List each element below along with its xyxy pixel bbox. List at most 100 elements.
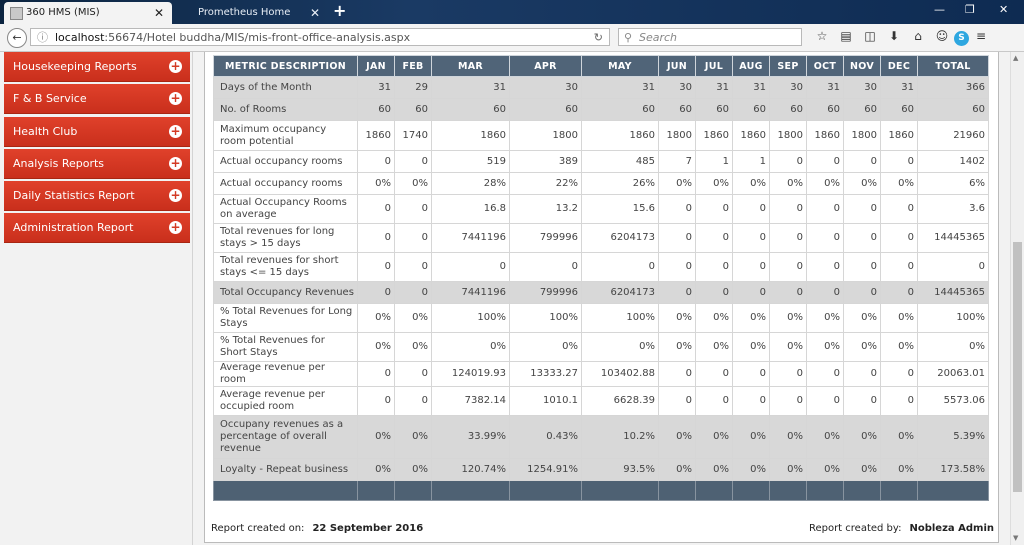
sidebar-item-administration-report[interactable]: Administration Report + bbox=[4, 213, 190, 244]
value-cell: 0% bbox=[880, 458, 918, 481]
back-arrow-icon[interactable]: ← bbox=[7, 28, 27, 48]
emoji-icon[interactable]: ☺ bbox=[935, 29, 949, 43]
header-cell: JUN bbox=[658, 55, 696, 77]
value-cell: 103402.88 bbox=[581, 361, 659, 387]
value-cell: 93.5% bbox=[581, 458, 659, 481]
value-cell: 0% bbox=[357, 172, 395, 195]
value-cell: 100% bbox=[917, 303, 989, 333]
value-cell: 0% bbox=[732, 172, 770, 195]
value-cell: 0 bbox=[581, 252, 659, 282]
value-cell: 22% bbox=[509, 172, 582, 195]
close-tab-icon[interactable]: ✕ bbox=[309, 6, 320, 20]
scroll-thumb[interactable] bbox=[1013, 242, 1022, 492]
value-cell: 0 bbox=[394, 281, 432, 304]
front-office-analysis-table: METRIC DESCRIPTION JAN FEB MAR APR MAY JUN JUL A… bbox=[213, 55, 989, 501]
value-cell: 0% bbox=[806, 332, 844, 362]
value-cell: 0% bbox=[806, 172, 844, 195]
value-cell: 31 bbox=[581, 76, 659, 99]
value-cell: 0% bbox=[880, 303, 918, 333]
table-row: Average revenue per occupied room 0 0 7382.… bbox=[213, 386, 989, 416]
value-cell: 0% bbox=[806, 303, 844, 333]
restore-icon[interactable]: ❐ bbox=[965, 3, 975, 16]
tab-inactive[interactable]: Prometheus Home ✕ bbox=[176, 2, 328, 24]
value-cell: 14445365 bbox=[917, 223, 989, 253]
footer-cell bbox=[509, 480, 582, 501]
value-cell: 0% bbox=[880, 332, 918, 362]
home-icon[interactable]: ⌂ bbox=[914, 29, 922, 43]
value-cell: 0 bbox=[806, 281, 844, 304]
report-created-by: Report created by: Nobleza Admin bbox=[809, 523, 994, 534]
scrollbar[interactable]: ▲ ▼ bbox=[1010, 52, 1024, 545]
metric-description-cell: Average revenue per room bbox=[213, 361, 358, 387]
table-row: % Total Revenues for Long Stays 0% 0% 100% 1… bbox=[213, 303, 989, 333]
header-cell: AUG bbox=[732, 55, 770, 77]
table-row: Total Occupancy Revenues 0 0 7441196 799996 6… bbox=[213, 281, 989, 304]
value-cell: 0 bbox=[880, 150, 918, 173]
value-cell: 30 bbox=[843, 76, 881, 99]
minimize-icon[interactable]: — bbox=[934, 3, 945, 16]
bookmark-star-icon[interactable]: ☆ bbox=[816, 29, 828, 43]
sidebar-item-label: Administration Report bbox=[13, 221, 134, 235]
header-cell: MAR bbox=[431, 55, 510, 77]
search-input[interactable]: ⚲ Search bbox=[618, 28, 802, 46]
value-cell: 0 bbox=[917, 252, 989, 282]
download-icon[interactable]: ⬇ bbox=[888, 29, 900, 43]
sidebar: Housekeeping Reports + F & B Service + H… bbox=[4, 52, 190, 249]
value-cell: 0 bbox=[695, 194, 733, 224]
value-cell: 100% bbox=[431, 303, 510, 333]
value-cell: 60 bbox=[658, 98, 696, 121]
value-cell: 13.2 bbox=[509, 194, 582, 224]
close-tab-icon[interactable]: ✕ bbox=[153, 6, 164, 20]
url-bar[interactable]: ⓘ localhost:56674/Hotel buddha/MIS/mis-f… bbox=[30, 28, 610, 46]
value-cell: 31 bbox=[357, 76, 395, 99]
sidebar-item-fb-service[interactable]: F & B Service + bbox=[4, 84, 190, 115]
reload-icon[interactable]: ↻ bbox=[593, 31, 603, 44]
value-cell: 60 bbox=[917, 98, 989, 121]
value-cell: 60 bbox=[769, 98, 807, 121]
menu-icon[interactable]: ≡ bbox=[975, 29, 987, 43]
created-on-value: 22 September 2016 bbox=[312, 523, 424, 534]
value-cell: 0% bbox=[658, 303, 696, 333]
scroll-down-icon[interactable]: ▼ bbox=[1013, 534, 1019, 542]
value-cell: 0 bbox=[394, 386, 432, 416]
reading-list-icon[interactable]: ▤ bbox=[840, 29, 852, 43]
skype-icon[interactable]: S bbox=[954, 31, 969, 46]
created-by-label: Report created by: bbox=[808, 523, 902, 534]
metric-description-cell: Actual occupancy rooms bbox=[213, 172, 358, 195]
value-cell: 0 bbox=[695, 281, 733, 304]
tab-active[interactable]: 360 HMS (MIS) ✕ bbox=[4, 2, 172, 24]
close-window-icon[interactable]: ✕ bbox=[999, 3, 1009, 16]
value-cell: 1860 bbox=[431, 120, 510, 151]
header-cell: MAY bbox=[581, 55, 659, 77]
value-cell: 0% bbox=[843, 415, 881, 459]
new-tab-icon[interactable]: + bbox=[333, 1, 347, 20]
value-cell: 5573.06 bbox=[917, 386, 989, 416]
value-cell: 0 bbox=[806, 361, 844, 387]
value-cell: 1254.91% bbox=[509, 458, 582, 481]
value-cell: 0% bbox=[658, 458, 696, 481]
value-cell: 1860 bbox=[695, 120, 733, 151]
value-cell: 0% bbox=[357, 415, 395, 459]
value-cell: 0 bbox=[880, 281, 918, 304]
value-cell: 60 bbox=[843, 98, 881, 121]
value-cell: 0% bbox=[843, 303, 881, 333]
scroll-up-icon[interactable]: ▲ bbox=[1013, 54, 1019, 62]
plus-icon: + bbox=[169, 220, 182, 235]
sidebar-item-health-club[interactable]: Health Club + bbox=[4, 116, 190, 147]
sidebar-item-housekeeping-reports[interactable]: Housekeeping Reports + bbox=[4, 52, 190, 82]
plus-icon: + bbox=[169, 188, 182, 203]
value-cell: 0 bbox=[658, 252, 696, 282]
pocket-icon[interactable]: ◫ bbox=[864, 29, 876, 43]
sidebar-item-analysis-reports[interactable]: Analysis Reports + bbox=[4, 148, 190, 179]
value-cell: 0 bbox=[394, 252, 432, 282]
value-cell: 0 bbox=[658, 281, 696, 304]
sidebar-item-label: F & B Service bbox=[13, 92, 87, 106]
value-cell: 0 bbox=[769, 150, 807, 173]
value-cell: 60 bbox=[431, 98, 510, 121]
value-cell: 21960 bbox=[917, 120, 989, 151]
value-cell: 0% bbox=[509, 332, 582, 362]
value-cell: 0% bbox=[695, 458, 733, 481]
sidebar-item-daily-statistics-report[interactable]: Daily Statistics Report + bbox=[4, 181, 190, 212]
footer-cell bbox=[394, 480, 432, 501]
value-cell: 60 bbox=[357, 98, 395, 121]
